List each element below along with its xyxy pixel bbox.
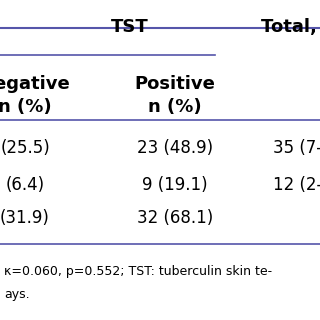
Text: κ=0.060, p=0.552; TST: tuberculin skin te-: κ=0.060, p=0.552; TST: tuberculin skin t…: [4, 265, 272, 278]
Text: 9 (19.1): 9 (19.1): [142, 176, 208, 194]
Text: (25.5): (25.5): [0, 139, 50, 157]
Text: n (%): n (%): [148, 98, 202, 116]
Text: n (%): n (%): [0, 98, 52, 116]
Text: (31.9): (31.9): [0, 209, 50, 227]
Text: Positive: Positive: [135, 75, 215, 93]
Text: TST: TST: [111, 18, 149, 36]
Text: Negative: Negative: [0, 75, 70, 93]
Text: 12 (2-: 12 (2-: [273, 176, 320, 194]
Text: 35 (7-: 35 (7-: [273, 139, 320, 157]
Text: 32 (68.1): 32 (68.1): [137, 209, 213, 227]
Text: ays.: ays.: [4, 288, 30, 301]
Text: Total, n: Total, n: [260, 18, 320, 36]
Text: 23 (48.9): 23 (48.9): [137, 139, 213, 157]
Text: (6.4): (6.4): [5, 176, 44, 194]
